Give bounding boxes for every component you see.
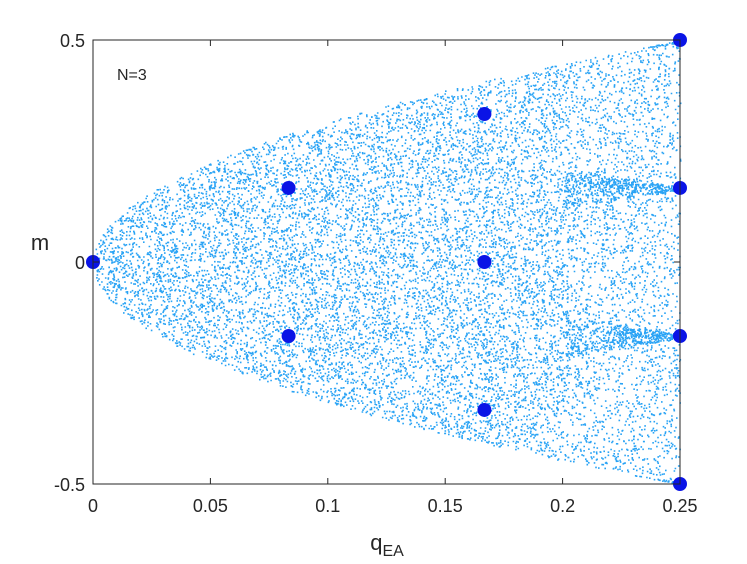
x-axis-label-subscript: EA: [382, 543, 404, 560]
x-axis-ticks: 0 0.05 0.1 0.15 0.2 0.25: [88, 40, 698, 516]
y-tick-label: 0: [75, 253, 85, 273]
x-tick-label: 0.15: [428, 496, 463, 516]
x-tick-label: 0.2: [550, 496, 575, 516]
highlight-point: [281, 180, 296, 195]
x-tick-label: 0: [88, 496, 98, 516]
scatter-cloud-points: [93, 40, 682, 486]
y-axis-label: m: [31, 230, 49, 255]
scatter-cloud: [93, 40, 682, 486]
x-tick-label: 0.1: [315, 496, 340, 516]
highlight-point: [477, 107, 492, 122]
x-tick-label: 0.05: [193, 496, 228, 516]
x-axis-label-main: q: [370, 530, 382, 555]
x-axis-label: qEA: [370, 530, 404, 560]
highlight-point: [281, 329, 296, 344]
y-axis-ticks: -0.5 0 0.5: [54, 31, 680, 495]
y-tick-label: 0.5: [60, 31, 85, 51]
y-tick-label: -0.5: [54, 475, 85, 495]
highlight-point: [477, 402, 492, 417]
chart-annotation: N=3: [117, 67, 147, 84]
x-tick-label: 0.25: [662, 496, 697, 516]
highlight-point: [477, 255, 492, 269]
